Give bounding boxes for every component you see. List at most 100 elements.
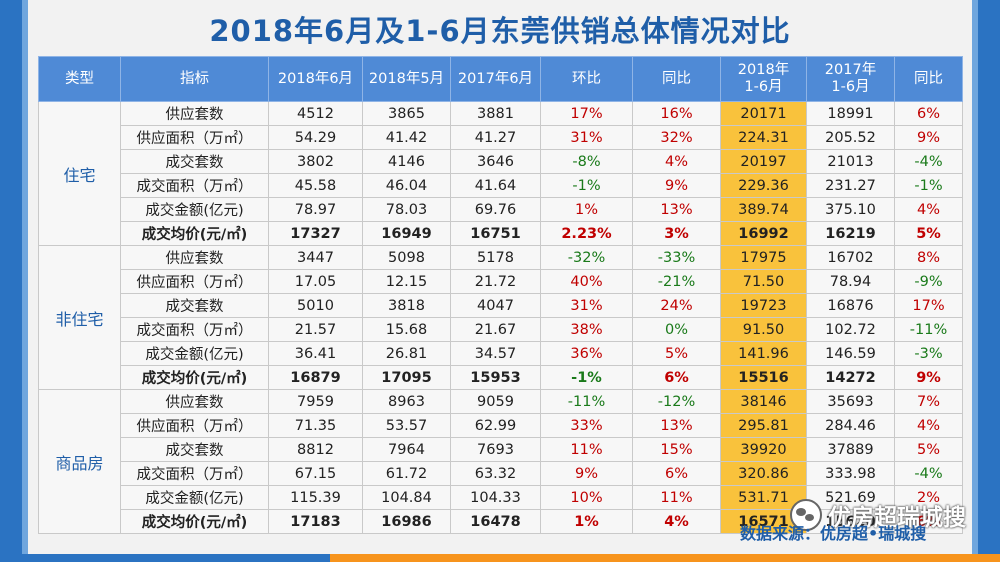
value-cell: 67.15	[268, 461, 363, 486]
value-cell: 320.86	[720, 461, 807, 486]
value-cell: 71.35	[268, 413, 363, 438]
type-cell: 商品房	[38, 389, 121, 534]
column-header: 2018年 1-6月	[720, 56, 807, 102]
table-row: 供应面积（万㎡） 54.29 41.42 41.27 31% 32% 224.31 205.5…	[39, 125, 963, 150]
right-frame-bar	[978, 0, 1000, 562]
value-cell: 21.67	[450, 317, 541, 342]
table-row: 成交面积（万㎡） 67.15 61.72 63.32 9% 6% 320.86 333.98-…	[39, 461, 963, 486]
value-cell: 62.99	[450, 413, 541, 438]
value-cell: 5010	[268, 293, 363, 318]
column-header: 2018年6月	[268, 56, 363, 102]
value-cell: 78.03	[362, 197, 451, 222]
value-cell: 63.32	[450, 461, 541, 486]
value-cell: 15516	[720, 365, 807, 390]
value-cell: 4512	[268, 101, 363, 126]
value-cell: 21013	[806, 149, 895, 174]
metric-cell: 供应面积（万㎡）	[120, 413, 269, 438]
value-cell: -3%	[894, 341, 963, 366]
bottom-bar-orange	[330, 554, 1000, 562]
value-cell: 4146	[362, 149, 451, 174]
value-cell: -32%	[540, 245, 633, 270]
value-cell: 16219	[806, 221, 895, 246]
value-cell: 16876	[806, 293, 895, 318]
value-cell: 45.58	[268, 173, 363, 198]
value-cell: 9%	[894, 125, 963, 150]
value-cell: 146.59	[806, 341, 895, 366]
column-header: 环比	[540, 56, 633, 102]
value-cell: -9%	[894, 269, 963, 294]
value-cell: 12.15	[362, 269, 451, 294]
value-cell: 61.72	[362, 461, 451, 486]
value-cell: 4%	[894, 413, 963, 438]
value-cell: -4%	[894, 149, 963, 174]
page-title: 2018年6月及1-6月东莞供销总体情况对比	[209, 14, 791, 48]
value-cell: 141.96	[720, 341, 807, 366]
value-cell: 4047	[450, 293, 541, 318]
value-cell: 6%	[632, 365, 721, 390]
value-cell: 7964	[362, 437, 451, 462]
table-row: 成交套数 5010 3818 4047 31% 24% 19723 16876 17%	[39, 293, 963, 318]
value-cell: 7%	[894, 389, 963, 414]
table-row: 非住宅 供应套数 3447 5098 5178 -32% -33% 17975 16702 8%	[38, 245, 963, 390]
value-cell: 20197	[720, 149, 807, 174]
value-cell: 41.42	[362, 125, 451, 150]
value-cell: 33%	[540, 413, 633, 438]
table-row: 成交面积（万㎡） 21.57 15.68 21.67 38% 0% 91.50 102.72-…	[39, 317, 963, 342]
metric-cell: 成交套数	[120, 149, 269, 174]
value-cell: -1%	[894, 173, 963, 198]
value-cell: 17183	[268, 509, 363, 534]
value-cell: -11%	[540, 389, 633, 414]
value-cell: 31%	[540, 125, 633, 150]
value-cell: 521.69	[806, 485, 895, 510]
value-cell: 389.74	[720, 197, 807, 222]
value-cell: 3%	[632, 221, 721, 246]
table-row: 供应面积（万㎡） 71.35 53.57 62.99 33% 13% 295.81 284.4…	[39, 413, 963, 438]
value-cell: 17095	[362, 365, 451, 390]
value-cell: 16992	[720, 221, 807, 246]
value-cell: 8%	[894, 245, 963, 270]
table-row: 商品房 供应套数 7959 8963 9059 -11% -12% 38146 35693 7%	[38, 389, 963, 534]
value-cell: 19723	[720, 293, 807, 318]
value-cell: 17%	[540, 101, 633, 126]
value-cell: 3802	[268, 149, 363, 174]
value-cell: 1%	[540, 197, 633, 222]
value-cell: 32%	[632, 125, 721, 150]
left-frame-accent	[22, 0, 28, 562]
metric-cell: 成交套数	[120, 437, 269, 462]
value-cell: 5098	[362, 245, 451, 270]
value-cell: 3818	[362, 293, 451, 318]
value-cell: 115.39	[268, 485, 363, 510]
metric-cell: 成交均价(元/㎡)	[120, 221, 269, 246]
value-cell: 375.10	[806, 197, 895, 222]
value-cell: 8812	[268, 437, 363, 462]
value-cell: 9%	[632, 173, 721, 198]
value-cell: 21.57	[268, 317, 363, 342]
value-cell: 8963	[362, 389, 451, 414]
value-cell: 15%	[632, 437, 721, 462]
value-cell: 9%	[894, 365, 963, 390]
value-cell: 16751	[450, 221, 541, 246]
value-cell: 16702	[806, 245, 895, 270]
metric-cell: 供应面积（万㎡）	[120, 125, 269, 150]
value-cell: 11%	[540, 437, 633, 462]
value-cell: 41.64	[450, 173, 541, 198]
value-cell: -8%	[540, 149, 633, 174]
value-cell: 6%	[894, 509, 963, 534]
value-cell: 231.27	[806, 173, 895, 198]
value-cell: 17327	[268, 221, 363, 246]
metric-cell: 成交面积（万㎡）	[120, 173, 269, 198]
table-row: 成交金额(亿元) 36.41 26.81 34.57 36% 5% 141.96 146.59…	[39, 341, 963, 366]
value-cell: 104.84	[362, 485, 451, 510]
value-cell: 7959	[268, 389, 363, 414]
wechat-icon	[790, 499, 822, 531]
value-cell: 10%	[540, 485, 633, 510]
value-cell: 102.72	[806, 317, 895, 342]
type-cell: 非住宅	[38, 245, 121, 390]
value-cell: 9%	[540, 461, 633, 486]
metric-cell: 供应面积（万㎡）	[120, 269, 269, 294]
value-cell: 78.97	[268, 197, 363, 222]
value-cell: -1%	[540, 173, 633, 198]
value-cell: 16879	[268, 365, 363, 390]
value-cell: 333.98	[806, 461, 895, 486]
table-header-row: 类型 指标 2018年6月 2018年5月 2017年6月 环比 同比 2018年 1-6月 2…	[38, 56, 963, 102]
